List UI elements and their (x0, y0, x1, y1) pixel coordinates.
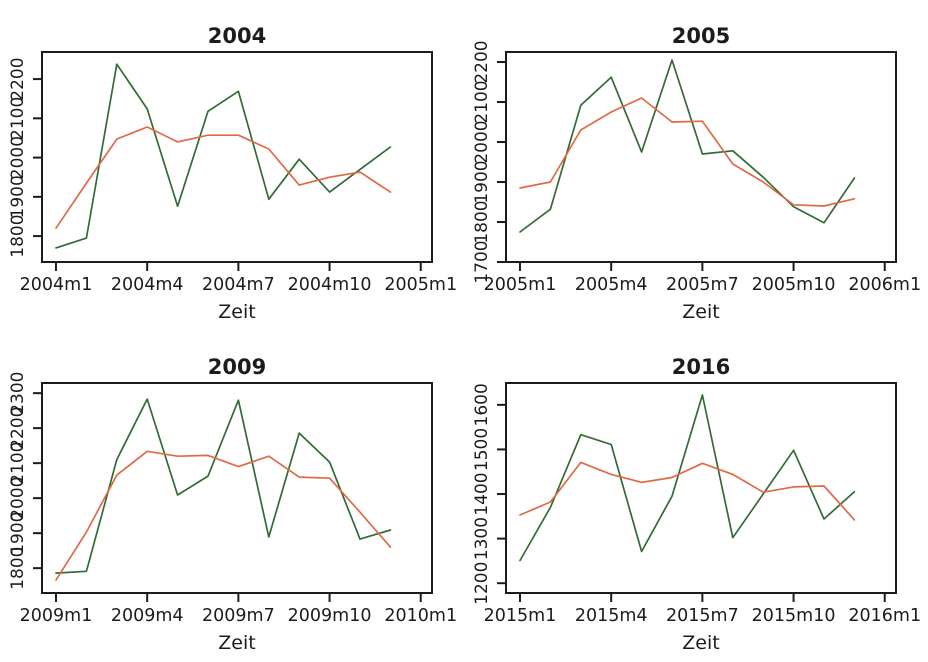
green-line (55, 398, 392, 574)
y-tick-label: 2100 (8, 442, 28, 485)
y-tick-label: 1200 (472, 562, 492, 605)
y-tick-label: 2200 (8, 57, 28, 100)
orange-line (519, 461, 856, 521)
orange-line (519, 97, 856, 207)
y-tick-label: 2100 (8, 97, 28, 140)
chart-panel-2004: 2004 1800 1900 2000 2100 2200 2004m1 2004m4 2004… (0, 0, 464, 331)
y-tick-label: 1700 (472, 240, 492, 283)
y-tick-label: 2000 (472, 120, 492, 163)
y-tick-label: 2300 (8, 372, 28, 415)
orange-line (55, 450, 392, 581)
green-line (519, 59, 856, 233)
y-tick-label: 1800 (8, 547, 28, 590)
plot-box (41, 382, 433, 594)
x-tick-label: 2015m4 (575, 606, 648, 626)
x-tick-label: 2015m7 (666, 606, 739, 626)
chart-title: 2016 (672, 355, 730, 379)
x-axis-label-zeit: Zeit (682, 301, 719, 323)
x-tick-label: 2015m1 (484, 606, 557, 626)
chart-panel-2005: 2005 1700 1800 1900 2000 2100 2200 2005m1 2005m4… (464, 0, 928, 331)
x-axis-label-zeit: Zeit (682, 632, 719, 654)
chart-title: 2005 (672, 24, 730, 48)
x-tick-label: 2009m4 (111, 606, 184, 626)
y-tick-label: 1800 (472, 200, 492, 243)
y-tick-label: 1900 (8, 512, 28, 555)
x-tick-label: 2005m4 (575, 275, 648, 295)
x-tick-label: 2005m10 (752, 275, 836, 295)
x-tick-label: 2009m1 (20, 606, 93, 626)
plot-box (505, 51, 897, 263)
y-tick-label: 1600 (472, 383, 492, 426)
y-tick-label: 1400 (472, 472, 492, 515)
x-axis-label-zeit: Zeit (218, 632, 255, 654)
x-tick-label: 2009m10 (288, 606, 372, 626)
x-tick-label: 2004m1 (20, 275, 93, 295)
x-tick-label: 2016m1 (848, 606, 921, 626)
chart-panel-2009: 2009 1800 1900 2000 2100 2200 2300 2009m1 2009m4… (0, 331, 464, 662)
y-tick-label: 2000 (8, 477, 28, 520)
y-tick-label: 1800 (8, 214, 28, 257)
y-tick-label: 2000 (8, 136, 28, 179)
y-tick-label: 1900 (472, 160, 492, 203)
green-line (55, 63, 392, 249)
chart-title: 2009 (208, 355, 266, 379)
x-tick-label: 2009m7 (202, 606, 275, 626)
orange-line (55, 126, 392, 230)
y-tick-label: 2100 (472, 80, 492, 123)
x-tick-label: 2004m4 (111, 275, 184, 295)
y-tick-label: 1900 (8, 175, 28, 218)
x-tick-label: 2004m10 (288, 275, 372, 295)
x-tick-label: 2005m7 (666, 275, 739, 295)
chart-title: 2004 (208, 24, 266, 48)
y-tick-label: 2200 (472, 40, 492, 83)
chart-panel-2016: 2016 1200 1300 1400 1500 1600 2015m1 2015m4 2015… (464, 331, 928, 662)
x-tick-label: 2004m7 (202, 275, 275, 295)
x-tick-label: 2015m10 (752, 606, 836, 626)
y-tick-label: 1500 (472, 428, 492, 471)
x-tick-label: 2005m1 (484, 275, 557, 295)
y-tick-label: 2200 (8, 407, 28, 450)
x-tick-label: 2010m1 (384, 606, 457, 626)
x-axis-label-zeit: Zeit (218, 301, 255, 323)
x-tick-label: 2006m1 (848, 275, 921, 295)
plot-box (505, 382, 897, 594)
x-tick-label: 2005m1 (384, 275, 457, 295)
y-tick-label: 1300 (472, 517, 492, 560)
green-line (519, 394, 856, 562)
